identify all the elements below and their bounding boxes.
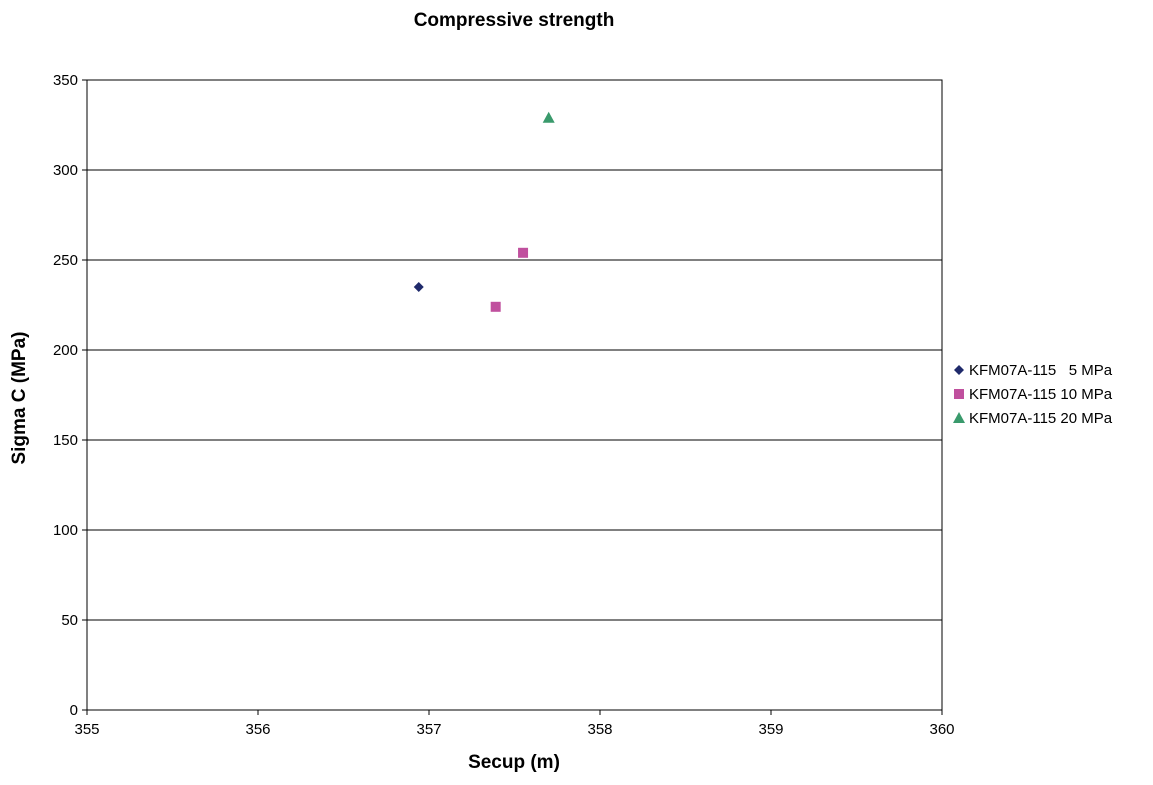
y-tick-label: 50 (61, 612, 78, 629)
legend-marker-diamond (954, 365, 964, 375)
x-tick-label: 357 (416, 721, 441, 738)
legend-label: KFM07A-115 5 MPa (969, 362, 1113, 379)
y-tick-label: 250 (53, 252, 78, 269)
chart-title: Compressive strength (414, 10, 615, 31)
y-axis-title: Sigma C (MPa) (9, 331, 30, 464)
legend-label: KFM07A-115 10 MPa (969, 386, 1113, 403)
data-point-square (518, 247, 529, 258)
x-tick-label: 356 (245, 721, 270, 738)
legend: KFM07A-115 5 MPa KFM07A-115 10 MPa KFM07A-… (953, 362, 1113, 427)
y-tick-label: 200 (53, 342, 78, 359)
data-points (413, 111, 555, 312)
x-axis-title: Secup (m) (468, 752, 560, 773)
y-tick-label: 300 (53, 162, 78, 179)
plot-area-frame (86, 79, 943, 711)
gridlines (87, 169, 942, 621)
y-tick-label: 150 (53, 432, 78, 449)
x-tick-label: 358 (587, 721, 612, 738)
legend-marker-triangle (953, 412, 965, 423)
x-tick-label: 359 (758, 721, 783, 738)
y-tick-label: 0 (70, 702, 78, 719)
y-tick-label: 350 (53, 72, 78, 89)
legend-label: KFM07A-115 20 MPa (969, 410, 1113, 427)
data-point-diamond (413, 282, 424, 292)
legend-marker-square (954, 389, 964, 399)
y-tick-label: 100 (53, 522, 78, 539)
x-tick-label: 360 (929, 721, 954, 738)
data-point-triangle (542, 111, 555, 123)
axis-ticks: 0 50 100 150 200 250 300 350 355 356 357 358 359 360 (53, 72, 955, 738)
data-point-square (490, 301, 501, 312)
x-tick-label: 355 (74, 721, 99, 738)
